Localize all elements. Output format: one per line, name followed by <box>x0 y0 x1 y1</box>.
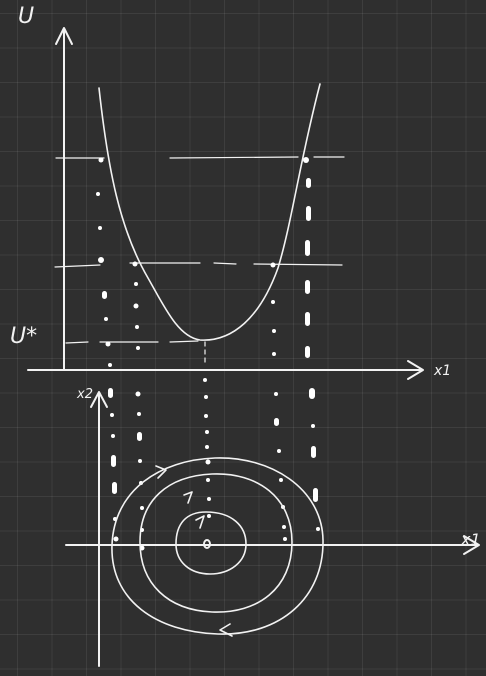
u-star-label: U* <box>10 324 37 349</box>
u-axis-arrowhead <box>55 27 73 45</box>
upper-plot: U U* x1 <box>10 4 451 380</box>
contour-middle-arrow <box>183 491 193 504</box>
u-curve <box>98 83 321 341</box>
minimum-level-line <box>65 340 199 344</box>
u-axis-label: U <box>18 4 34 29</box>
contour-outer-arrow-bottom <box>219 623 233 637</box>
contour-inner <box>175 511 247 575</box>
contour-outer-arrow-top <box>155 465 167 479</box>
projection-dots <box>96 157 320 551</box>
x1-axis-upper-label: x1 <box>433 363 451 379</box>
lower-plot: x2 x1 <box>65 387 481 667</box>
contour-middle <box>139 473 293 613</box>
level-line-upper <box>55 156 345 159</box>
x2-axis-arrowhead <box>90 391 108 408</box>
x1-axis-lower-label: x1 <box>460 530 481 549</box>
minimum-point <box>203 539 211 549</box>
x1-axis-lower-arrowhead <box>463 535 480 555</box>
x2-axis-label: x2 <box>76 387 93 402</box>
contour-inner-arrow <box>195 515 205 529</box>
x1-axis-upper-arrowhead <box>407 360 424 380</box>
level-line-middle <box>54 262 343 268</box>
contour-outer <box>111 457 324 635</box>
